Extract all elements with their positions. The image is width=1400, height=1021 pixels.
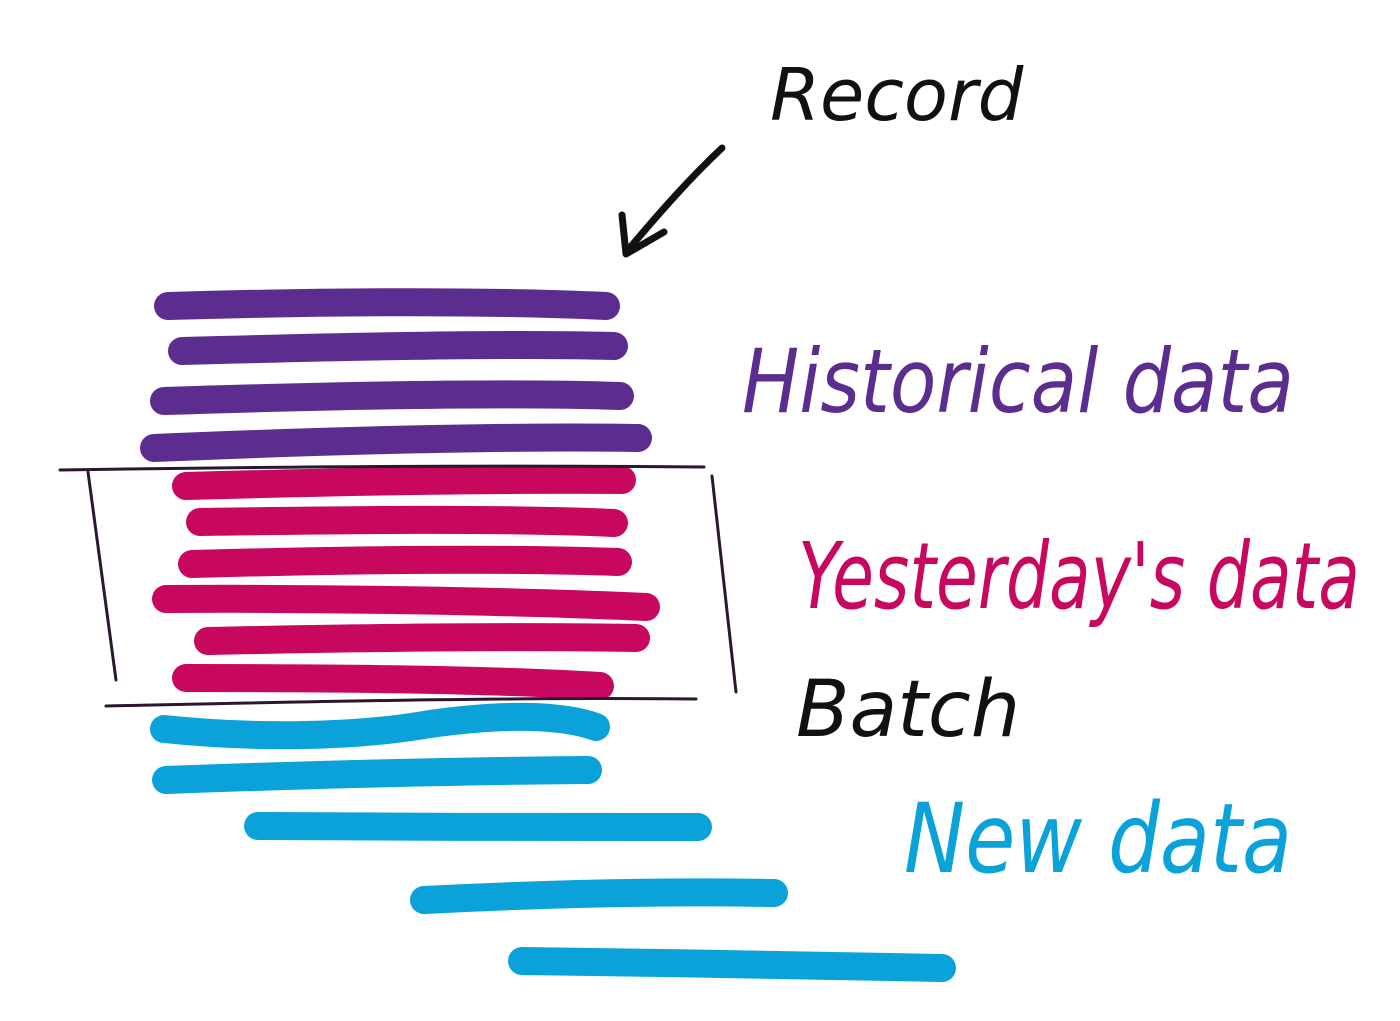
batch-right-edge <box>710 474 738 694</box>
record-label: Record <box>770 53 1025 137</box>
record-line <box>168 330 628 365</box>
record-line <box>154 288 620 320</box>
record-line <box>172 664 614 700</box>
record-line <box>508 947 956 982</box>
historical-data-label: Historical data <box>742 330 1294 433</box>
record-line <box>178 545 632 578</box>
arrow-shaft <box>624 144 726 254</box>
batch-bracket <box>58 464 738 708</box>
record-line <box>186 505 628 537</box>
batch-left-edge <box>86 470 118 682</box>
arrow-head <box>618 211 668 258</box>
batch-top-line <box>58 464 706 472</box>
record-line <box>194 623 650 655</box>
record-line <box>172 465 636 500</box>
record-line <box>152 756 602 794</box>
record-line <box>150 380 634 415</box>
record-line <box>152 584 660 621</box>
historical-records <box>140 288 652 462</box>
record-line <box>410 878 788 914</box>
yesterday-records <box>152 465 660 700</box>
batch-label: Batch <box>796 665 1020 755</box>
new-records <box>150 702 956 982</box>
record-line <box>150 702 610 750</box>
new-data-label: New data <box>904 783 1292 895</box>
record-arrow <box>618 144 726 258</box>
yesterdays-data-label: Yesterday's data <box>798 523 1360 630</box>
record-line <box>244 812 712 841</box>
record-line <box>140 423 652 462</box>
batch-bottom-line <box>104 697 698 708</box>
